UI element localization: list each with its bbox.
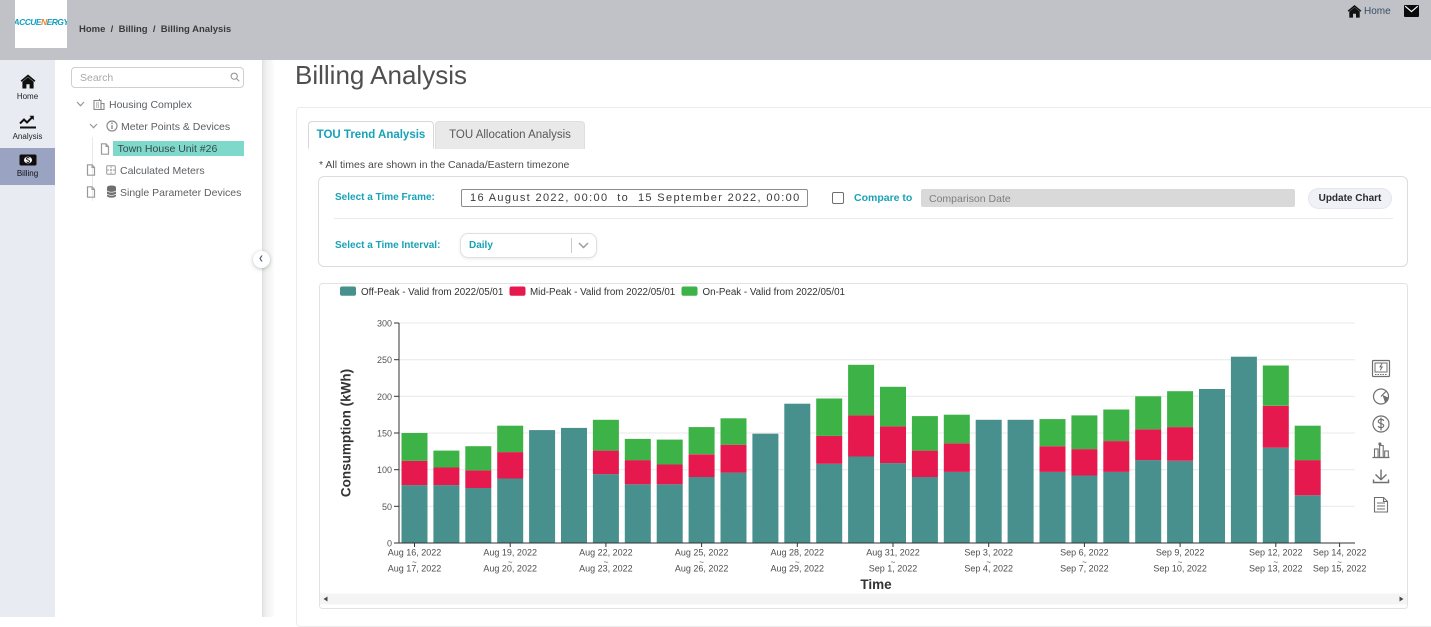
svg-text:Aug 31, 2022: Aug 31, 2022 bbox=[866, 548, 920, 558]
svg-text:~: ~ bbox=[891, 558, 896, 567]
svg-text:~: ~ bbox=[795, 558, 800, 567]
svg-text:100: 100 bbox=[377, 465, 392, 475]
svg-text:Sep 10, 2022: Sep 10, 2022 bbox=[1153, 564, 1207, 574]
svg-text:Sep 1, 2022: Sep 1, 2022 bbox=[869, 564, 918, 574]
svg-text:Sep 13, 2022: Sep 13, 2022 bbox=[1249, 564, 1303, 574]
svg-text:Sep 4, 2022: Sep 4, 2022 bbox=[964, 564, 1013, 574]
svg-text:0: 0 bbox=[387, 539, 392, 549]
svg-text:Aug 26, 2022: Aug 26, 2022 bbox=[675, 564, 729, 574]
svg-text:~: ~ bbox=[604, 558, 609, 567]
svg-text:Sep 15, 2022: Sep 15, 2022 bbox=[1313, 564, 1367, 574]
svg-text:Aug 28, 2022: Aug 28, 2022 bbox=[771, 548, 825, 558]
svg-text:~: ~ bbox=[508, 558, 513, 567]
svg-text:Aug 25, 2022: Aug 25, 2022 bbox=[675, 548, 729, 558]
svg-text:~: ~ bbox=[1082, 558, 1087, 567]
svg-text:Sep 3, 2022: Sep 3, 2022 bbox=[964, 548, 1013, 558]
svg-text:Consumption (kWh): Consumption (kWh) bbox=[339, 369, 354, 497]
svg-text:On-Peak - Valid from 2022/05/0: On-Peak - Valid from 2022/05/01 bbox=[703, 287, 846, 298]
svg-text:Sep 14, 2022: Sep 14, 2022 bbox=[1313, 548, 1367, 558]
svg-text:~: ~ bbox=[1337, 558, 1342, 567]
svg-text:Sep 6, 2022: Sep 6, 2022 bbox=[1060, 548, 1109, 558]
svg-text:Sep 9, 2022: Sep 9, 2022 bbox=[1156, 548, 1205, 558]
svg-text:250: 250 bbox=[377, 355, 392, 365]
svg-text:~: ~ bbox=[1178, 558, 1183, 567]
svg-text:Aug 17, 2022: Aug 17, 2022 bbox=[388, 564, 442, 574]
svg-text:Sep 12, 2022: Sep 12, 2022 bbox=[1249, 548, 1303, 558]
svg-text:300: 300 bbox=[377, 319, 392, 329]
svg-text:150: 150 bbox=[377, 429, 392, 439]
svg-text:Aug 16, 2022: Aug 16, 2022 bbox=[388, 548, 442, 558]
svg-text:Aug 20, 2022: Aug 20, 2022 bbox=[483, 564, 537, 574]
svg-text:Aug 29, 2022: Aug 29, 2022 bbox=[771, 564, 825, 574]
svg-text:~: ~ bbox=[1273, 558, 1278, 567]
svg-text:200: 200 bbox=[377, 392, 392, 402]
svg-text:Time: Time bbox=[860, 577, 892, 592]
svg-text:~: ~ bbox=[986, 558, 991, 567]
svg-text:~: ~ bbox=[699, 558, 704, 567]
svg-text:Aug 19, 2022: Aug 19, 2022 bbox=[483, 548, 537, 558]
svg-text:~: ~ bbox=[412, 558, 417, 567]
svg-text:Aug 23, 2022: Aug 23, 2022 bbox=[579, 564, 633, 574]
svg-text:Mid-Peak - Valid from 2022/05/: Mid-Peak - Valid from 2022/05/01 bbox=[530, 287, 675, 298]
svg-text:Off-Peak - Valid from 2022/05/: Off-Peak - Valid from 2022/05/01 bbox=[361, 287, 503, 298]
svg-text:50: 50 bbox=[382, 502, 392, 512]
svg-text:Sep 7, 2022: Sep 7, 2022 bbox=[1060, 564, 1109, 574]
svg-text:Aug 22, 2022: Aug 22, 2022 bbox=[579, 548, 633, 558]
